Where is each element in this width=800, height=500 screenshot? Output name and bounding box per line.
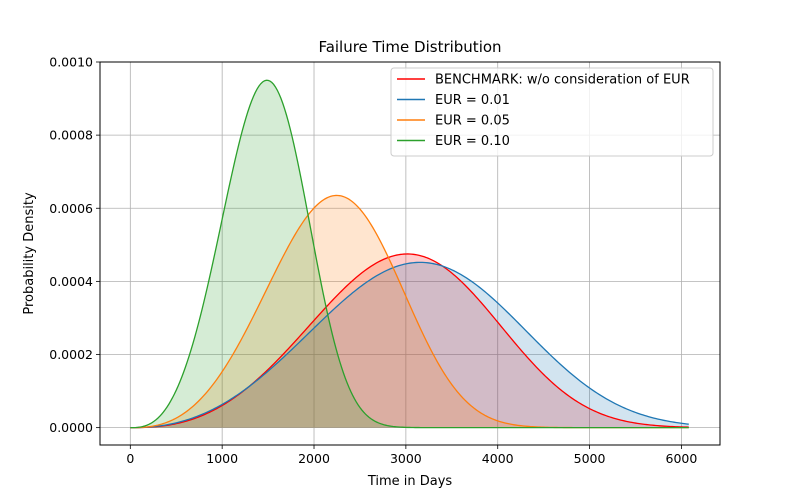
plot-frame bbox=[99, 61, 721, 446]
series-line-3 bbox=[130, 79, 689, 429]
x-tick-label: 6000 bbox=[666, 451, 698, 466]
chart-title: Failure Time Distribution bbox=[318, 38, 501, 56]
y-tick-label: 0.0006 bbox=[49, 201, 93, 216]
grid bbox=[100, 61, 720, 445]
series-line-0 bbox=[130, 253, 689, 429]
x-tick-label: 2000 bbox=[298, 451, 330, 466]
y-tick-label: 0.0004 bbox=[49, 274, 93, 289]
y-axis-label: Probability Density bbox=[22, 192, 37, 315]
y-tick-label: 0.0000 bbox=[49, 420, 93, 435]
legend-box bbox=[390, 67, 714, 157]
y-axis-ticks: 0.0000 0.0002 0.0004 0.0006 0.0008 0.0010 bbox=[49, 55, 100, 435]
legend-label: EUR = 0.10 bbox=[435, 134, 510, 149]
y-tick-label: 0.0008 bbox=[49, 128, 93, 143]
x-tick-label: 1000 bbox=[206, 451, 238, 466]
legend-label: BENCHMARK: w/o consideration of EUR bbox=[435, 73, 690, 88]
legend-label: EUR = 0.05 bbox=[435, 114, 510, 129]
x-axis-ticks: 0 1000 2000 3000 4000 5000 6000 bbox=[126, 445, 697, 466]
y-tick-label: 0.0002 bbox=[49, 347, 93, 362]
x-tick-label: 4000 bbox=[482, 451, 514, 466]
series-line-1 bbox=[130, 261, 689, 429]
x-tick-label: 5000 bbox=[574, 451, 606, 466]
series-fill-0 bbox=[130, 253, 689, 428]
legend: BENCHMARK: w/o consideration of EUR EUR =… bbox=[390, 67, 714, 157]
series-lines bbox=[130, 79, 689, 429]
x-axis-label: Time in Days bbox=[367, 474, 453, 489]
legend-label: EUR = 0.01 bbox=[435, 93, 510, 108]
y-tick-label: 0.0010 bbox=[49, 55, 93, 70]
series-fill-3 bbox=[130, 80, 689, 428]
x-tick-label: 3000 bbox=[390, 451, 422, 466]
x-tick-label: 0 bbox=[126, 451, 134, 466]
series-fill-1 bbox=[130, 262, 689, 428]
